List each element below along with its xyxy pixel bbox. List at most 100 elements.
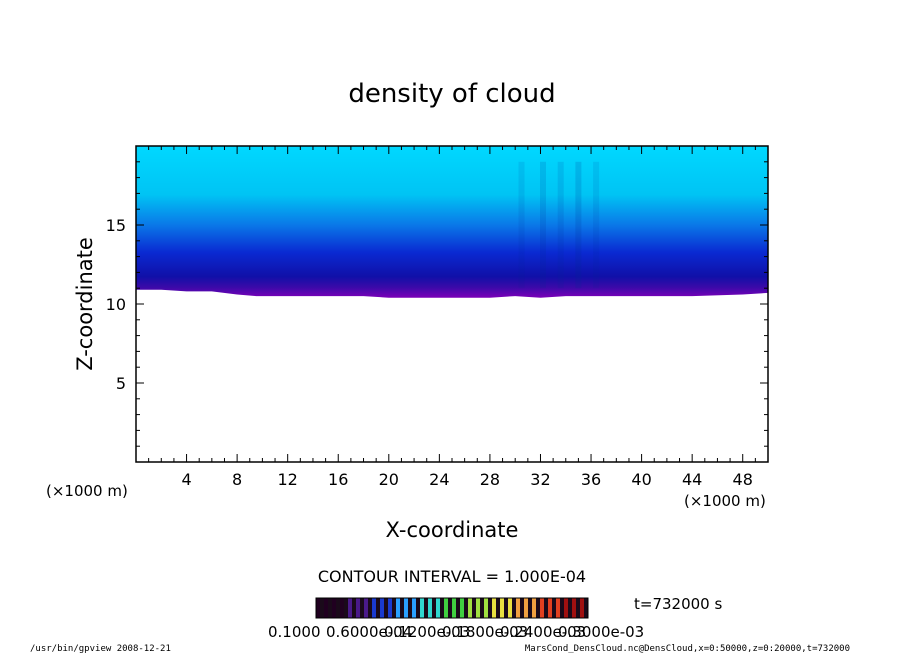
- colorbar-swatch: [384, 598, 388, 618]
- footer-right: MarsCond_DensCloud.nc@DensCloud,x=0:5000…: [525, 644, 850, 654]
- colorbar-swatch: [556, 598, 560, 618]
- colorbar-swatch: [448, 598, 452, 618]
- colorbar-swatch: [468, 598, 472, 618]
- x-axis-units: (×1000 m): [684, 492, 766, 510]
- colorbar-swatch: [440, 598, 444, 618]
- colorbar-swatch: [516, 598, 520, 618]
- x-tick-labels: 4 8 12 16 20 24 28 32 36 40 44 48: [181, 470, 752, 489]
- cloud-density-field: [136, 146, 768, 298]
- y-tick-label: 10: [106, 295, 126, 314]
- colorbar: [315, 597, 589, 619]
- colorbar-swatch: [532, 598, 536, 618]
- colorbar-swatch: [544, 598, 548, 618]
- colorbar-swatch: [580, 598, 584, 618]
- colorbar-swatch: [452, 598, 456, 618]
- x-tick-label: 8: [232, 470, 242, 489]
- colorbar-swatch: [500, 598, 504, 618]
- x-axis-label: X-coordinate: [386, 518, 519, 542]
- y-tick-label: 15: [106, 216, 126, 235]
- colorbar-labels: 0.1000 0.6000e-040.1200e-030.1800e-030.24…: [268, 623, 644, 641]
- colorbar-swatch: [372, 598, 376, 618]
- chart-title: density of cloud: [348, 79, 555, 109]
- colorbar-label: 0.1200e-03: [384, 623, 470, 641]
- colorbar-swatch: [568, 598, 572, 618]
- x-tick-label: 20: [379, 470, 399, 489]
- colorbar-swatch: [488, 598, 492, 618]
- colorbar-swatch: [364, 598, 368, 618]
- axis-ticks: [136, 146, 768, 462]
- cloud-streak: [557, 161, 564, 289]
- colorbar-label: 0.1000: [268, 623, 321, 641]
- y-tick-label: 5: [116, 374, 126, 393]
- time-label: t=732000 s: [634, 595, 722, 613]
- x-tick-label: 40: [631, 470, 651, 489]
- colorbar-swatch: [464, 598, 468, 618]
- colorbar-swatch: [400, 598, 404, 618]
- colorbar-swatch: [324, 598, 328, 618]
- colorbar-swatch: [548, 598, 552, 618]
- colorbar-swatch: [328, 598, 332, 618]
- cloud-streak: [575, 161, 582, 289]
- x-tick-label: 44: [682, 470, 702, 489]
- colorbar-swatch: [512, 598, 516, 618]
- cloud-streak: [540, 161, 547, 289]
- colorbar-swatch: [396, 598, 400, 618]
- x-tick-label: 48: [733, 470, 753, 489]
- x-tick-label: 28: [480, 470, 500, 489]
- colorbar-swatch: [504, 598, 508, 618]
- colorbar-swatch: [492, 598, 496, 618]
- colorbar-swatch: [480, 598, 484, 618]
- colorbar-swatch: [360, 598, 364, 618]
- colorbar-swatch: [404, 598, 408, 618]
- colorbar-swatch: [388, 598, 392, 618]
- colorbar-swatch: [420, 598, 424, 618]
- cloud-streaks: [518, 161, 600, 289]
- colorbar-swatch: [560, 598, 564, 618]
- x-tick-label: 4: [181, 470, 191, 489]
- colorbar-swatch: [412, 598, 416, 618]
- x-tick-label: 16: [328, 470, 348, 489]
- y-axis-units: (×1000 m): [46, 482, 128, 500]
- colorbar-swatch: [476, 598, 480, 618]
- cloud-streak: [518, 161, 525, 289]
- colorbar-swatch: [316, 598, 320, 618]
- colorbar-swatch: [528, 598, 532, 618]
- colorbar-swatch: [344, 598, 348, 618]
- colorbar-swatch: [552, 598, 556, 618]
- colorbar-swatch: [444, 598, 448, 618]
- colorbar-swatch: [472, 598, 476, 618]
- colorbar-swatch: [428, 598, 432, 618]
- colorbar-label: 0.2400e-03: [500, 623, 586, 641]
- colorbar-swatch: [332, 598, 336, 618]
- colorbar-label: 0.3000e-03: [558, 623, 644, 641]
- colorbar-swatch: [460, 598, 464, 618]
- plot-area: [136, 146, 768, 298]
- colorbar-swatch: [340, 598, 344, 618]
- colorbar-swatch: [524, 598, 528, 618]
- colorbar-swatch: [576, 598, 580, 618]
- colorbar-swatch: [380, 598, 384, 618]
- colorbar-swatch: [356, 598, 360, 618]
- cloud-streak: [593, 161, 600, 289]
- colorbar-swatch: [336, 598, 340, 618]
- colorbar-label: 0.1800e-03: [442, 623, 528, 641]
- colorbar-swatch: [320, 598, 324, 618]
- colorbar-swatch: [348, 598, 352, 618]
- colorbar-swatch: [432, 598, 436, 618]
- colorbar-swatch: [392, 598, 396, 618]
- y-axis-label: Z-coordinate: [73, 237, 97, 371]
- colorbar-swatch: [424, 598, 428, 618]
- contour-interval-label: CONTOUR INTERVAL = 1.000E-04: [318, 567, 586, 586]
- x-tick-label: 12: [278, 470, 298, 489]
- colorbar-swatch: [416, 598, 420, 618]
- colorbar-swatch: [352, 598, 356, 618]
- colorbar-swatch: [456, 598, 460, 618]
- x-tick-label: 32: [530, 470, 550, 489]
- colorbar-swatch: [520, 598, 524, 618]
- colorbar-label: 0.6000e-04: [326, 623, 412, 641]
- colorbar-swatch: [408, 598, 412, 618]
- colorbar-swatch: [564, 598, 568, 618]
- colorbar-swatch: [496, 598, 500, 618]
- colorbar-swatch: [572, 598, 576, 618]
- colorbar-swatch: [536, 598, 540, 618]
